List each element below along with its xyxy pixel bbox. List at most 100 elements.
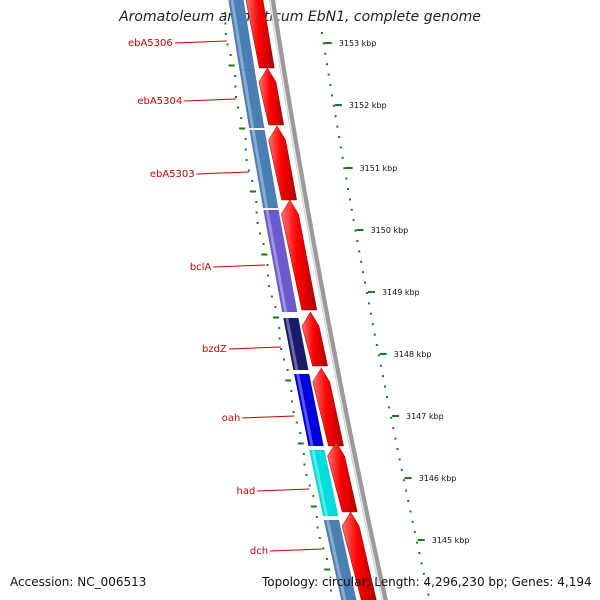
gene-label-eba5304: ebA5304 — [137, 96, 182, 107]
gc-dot — [273, 316, 280, 319]
backbone-highlight — [269, 0, 384, 600]
gc-dot — [358, 250, 361, 253]
forward-gene-arrow — [281, 199, 318, 311]
gc-dot — [286, 369, 289, 371]
gc-dot — [224, 33, 227, 35]
gc-dot — [295, 421, 298, 424]
gc-dot — [255, 201, 258, 203]
gc-dot — [352, 219, 355, 222]
gene-label-dch: dch — [250, 546, 268, 557]
gc-dot — [373, 333, 376, 336]
label-leader-line — [174, 40, 227, 44]
gc-dot — [297, 442, 304, 445]
gc-dot — [418, 552, 421, 554]
gc-dot — [228, 64, 235, 67]
gc-dot — [268, 285, 271, 287]
gc-dot — [369, 312, 372, 315]
gc-dot — [356, 240, 359, 242]
gc-dot — [383, 385, 386, 388]
gc-dot — [347, 188, 350, 190]
gc-dot — [329, 579, 332, 581]
gc-dot — [239, 127, 246, 130]
gc-dot — [394, 437, 397, 440]
gc-dot — [316, 526, 319, 529]
gene-block-highlight — [296, 374, 314, 446]
gc-dot — [365, 292, 368, 294]
gc-dot — [310, 505, 317, 508]
gc-dot — [354, 229, 357, 232]
gene-block-highlight — [230, 0, 245, 70]
gc-dot — [350, 208, 353, 211]
tick-mark — [404, 477, 412, 479]
gc-dot — [278, 337, 281, 340]
gene-labels: ebA5306 ebA5304 ebA5303 bclA bzdZ oah had dch — [128, 38, 323, 557]
gc-dot — [292, 411, 295, 413]
gc-dot — [388, 406, 391, 409]
gene-block-highlight — [251, 130, 269, 208]
gc-dot — [255, 211, 258, 214]
gene-label-eba5306: ebA5306 — [128, 38, 173, 49]
gc-dot — [324, 52, 327, 55]
gc-dot — [413, 531, 416, 534]
gc-dot — [259, 232, 262, 235]
topology-text: Topology: circular; Length: 4,296,230 bp… — [262, 575, 592, 589]
gene-block-highlight — [241, 70, 255, 128]
gc-dot — [305, 474, 308, 476]
gc-dot — [247, 169, 250, 172]
tick-label: 3153 kbp — [339, 39, 377, 48]
forward-gene-arrow — [245, 0, 275, 69]
gc-dot — [330, 589, 333, 592]
gene-block-oah — [293, 373, 324, 447]
gene-label-oah: oah — [222, 413, 241, 424]
forward-gene-arrow — [268, 125, 298, 201]
tick-label: 3146 kbp — [419, 474, 457, 483]
gc-dot — [329, 84, 332, 86]
gc-dot — [237, 106, 240, 109]
gc-dot — [245, 159, 248, 161]
gc-dot — [339, 146, 342, 149]
forward-gene-arrow — [301, 311, 328, 367]
tick-label: 3151 kbp — [360, 164, 398, 173]
gc-dot — [331, 94, 334, 97]
gc-dot — [318, 537, 321, 539]
label-leader-line — [270, 548, 323, 552]
tick-mark — [367, 291, 375, 293]
label-leader-line — [228, 346, 281, 350]
gc-dot — [234, 85, 237, 88]
gc-dot — [409, 510, 412, 513]
tick-mark — [334, 104, 342, 106]
label-leader-line — [213, 264, 266, 268]
tick-label: 3152 kbp — [349, 101, 387, 110]
gc-dot — [278, 327, 281, 329]
gc-dot — [396, 448, 399, 450]
tick-label: 3150 kbp — [371, 226, 409, 235]
gc-dot — [315, 516, 318, 518]
gc-dot — [360, 260, 363, 263]
gene-block-dch — [323, 519, 357, 600]
gc-dot — [367, 302, 370, 305]
label-leader-line — [196, 171, 249, 175]
gc-dot — [348, 198, 351, 201]
gc-dot — [303, 463, 306, 466]
tick-label: 3148 kbp — [394, 350, 432, 359]
gene-block-highlight — [285, 318, 299, 370]
gc-dot — [377, 354, 380, 357]
gene-block-had — [309, 449, 339, 517]
gc-dot — [285, 379, 292, 382]
gc-dot — [224, 12, 227, 14]
gc-dot — [392, 427, 395, 430]
gene-label-had: had — [237, 486, 256, 497]
gc-dot — [405, 489, 408, 492]
gene-block-eba5304 — [239, 69, 265, 129]
gc-dot — [371, 323, 374, 326]
gc-dot — [322, 42, 325, 45]
gc-dot — [244, 138, 247, 140]
gene-block-bcla — [263, 209, 298, 313]
tick-mark — [379, 353, 387, 355]
gc-dot — [398, 458, 401, 461]
gc-dot — [244, 148, 247, 151]
gc-dot — [345, 177, 348, 180]
gc-dot — [343, 167, 346, 170]
